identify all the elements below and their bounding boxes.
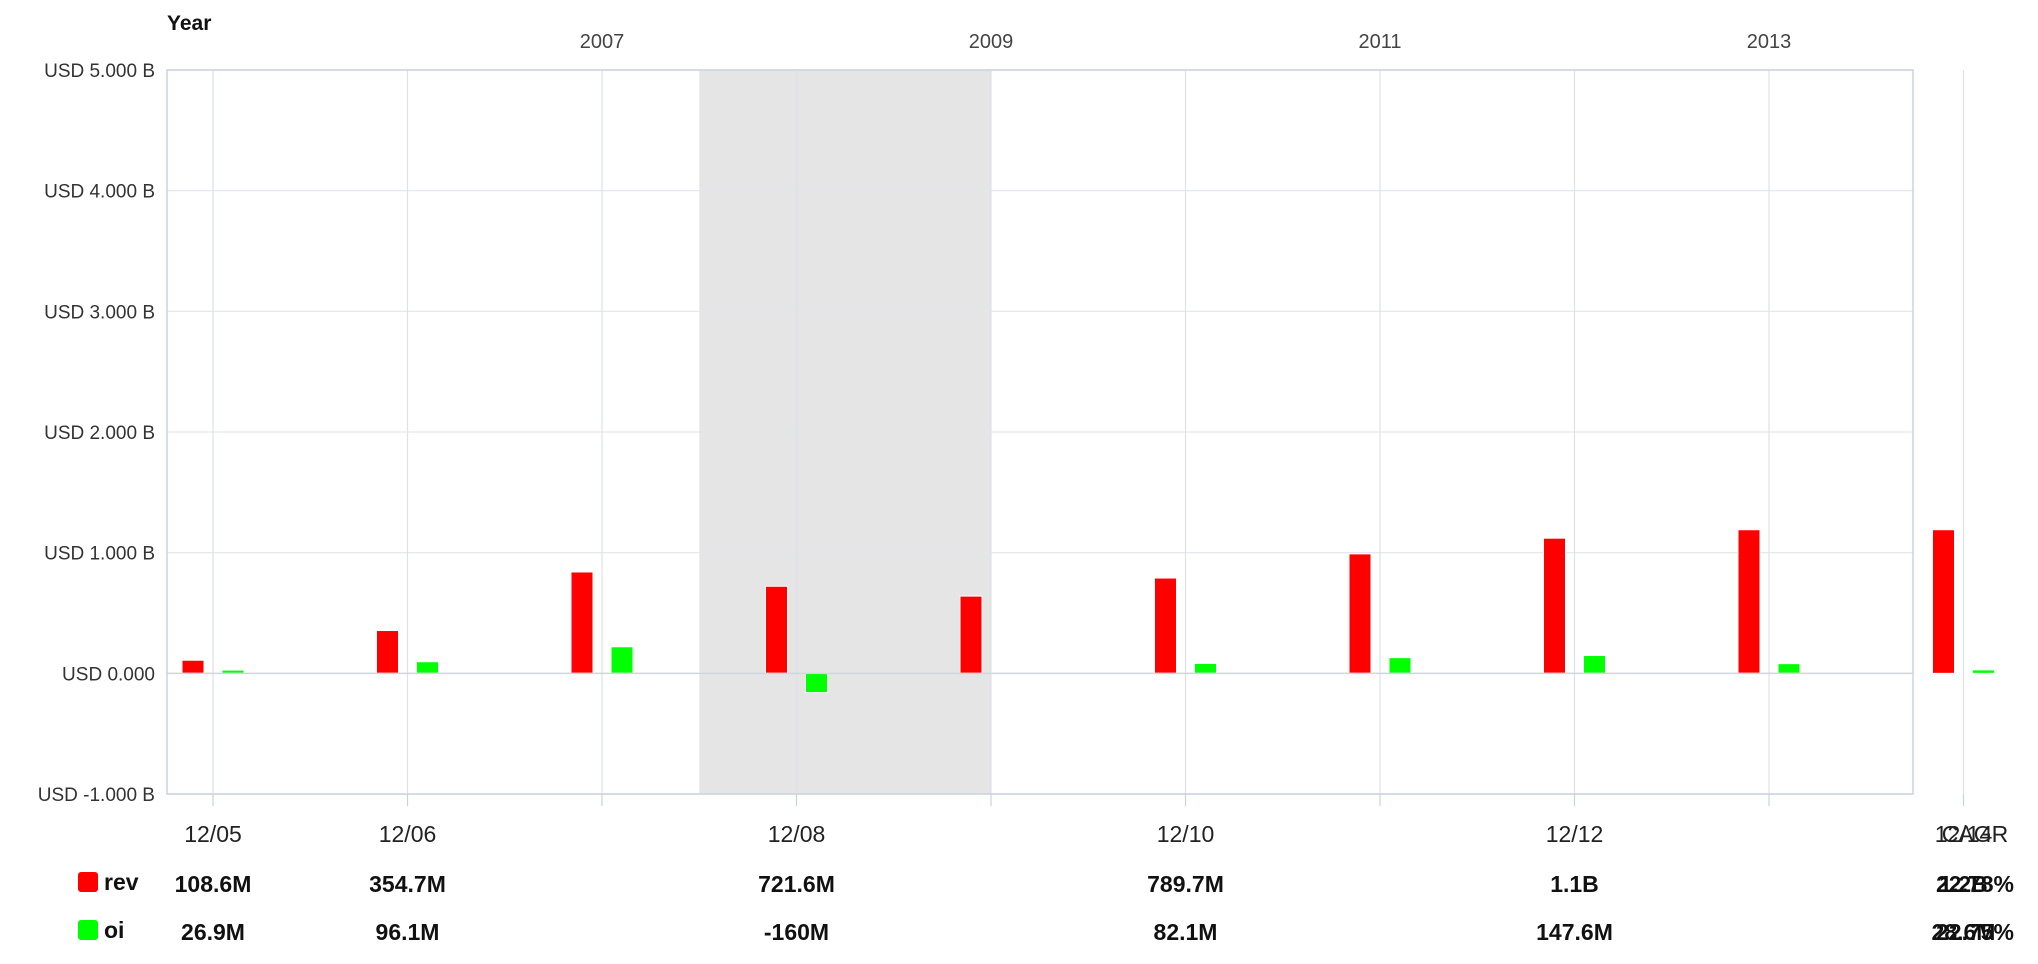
rev-legend-swatch: [78, 872, 98, 892]
top-tick-label: 2007: [580, 31, 625, 53]
oi-cagr-value: 22.75%: [1936, 919, 2014, 945]
y-tick-label: USD 2.000 B: [44, 423, 155, 444]
oi-bar-12-13: [1777, 663, 1801, 674]
x-tick-label: 12/06: [379, 821, 437, 847]
oi-bar-12-12: [1583, 655, 1606, 674]
y-tick-label: USD -1.000 B: [38, 785, 155, 806]
top-year-axis: Year200720092011201320152017201920212022: [167, 12, 1792, 53]
oi-row-value: 96.1M: [376, 919, 440, 945]
rev-bar-12-13: [1737, 529, 1761, 674]
rev-row-value: 721.6M: [758, 871, 835, 897]
x-tick-label: 12/14: [1935, 821, 1993, 847]
oi-bar-12-14: [1972, 669, 1995, 674]
y-tick-label: USD 3.000 B: [44, 302, 155, 323]
rev-bar-12-07: [570, 571, 594, 674]
plot-border: [166, 69, 1914, 795]
grid-lines: [167, 69, 1965, 795]
rev-row-value: 354.7M: [369, 871, 446, 897]
x-tick-label: 12/12: [1546, 821, 1604, 847]
cagr-header: CAGR: [1942, 821, 2008, 847]
oi-row-value: -160M: [764, 919, 829, 945]
rev-row-value: 789.7M: [1147, 871, 1224, 897]
oi-row-value: 147.6M: [1536, 919, 1613, 945]
oi-row-value: 28.6M: [1932, 919, 1996, 945]
rev-bar-12-06: [376, 630, 399, 674]
x-tick-label: 12/10: [1157, 821, 1215, 847]
rev-legend-label: rev: [104, 869, 139, 895]
oi-legend-swatch: [78, 920, 98, 940]
oi-legend-label: oi: [104, 917, 124, 943]
rev-bar-12-05: [181, 659, 205, 674]
rev-bar-12-08: [765, 585, 788, 674]
value-table: rev108.6M354.7M721.6M789.7M1.1B1.2B1.0B1…: [78, 869, 2014, 945]
bars: [181, 529, 1995, 694]
oi-bar-12-10: [1194, 662, 1217, 674]
x-tick-label: 12/05: [184, 821, 242, 847]
x-tick-label: 12/08: [768, 821, 826, 847]
oi-bar-12-08: [805, 672, 828, 694]
oi-bar-12-06: [416, 661, 439, 674]
oi-bar-12-07: [610, 646, 634, 674]
rev-bar-12-14: [1932, 529, 1955, 674]
y-tick-label: USD 0.000: [62, 664, 155, 685]
rev-row-value: 1.1B: [1550, 871, 1599, 897]
top-axis-label: Year: [167, 12, 211, 35]
rev-bar-12-12: [1543, 537, 1566, 674]
oi-row-value: 82.1M: [1154, 919, 1218, 945]
top-tick-label: 2011: [1358, 31, 1401, 53]
x-axis-ticks: 12/0512/0612/0812/1012/1212/1412/1612/18…: [184, 794, 2008, 847]
top-tick-label: 2009: [969, 31, 1014, 53]
rev-row-value: 108.6M: [175, 871, 252, 897]
oi-bar-12-11: [1388, 657, 1412, 674]
rev-bar-12-09: [959, 595, 983, 674]
top-tick-label: 2013: [1747, 31, 1792, 53]
oi-row-value: 26.9M: [181, 919, 245, 945]
rev-bar-12-11: [1348, 553, 1372, 674]
y-tick-label: USD 4.000 B: [44, 182, 155, 203]
rev-cagr-value: 22.78%: [1936, 871, 2014, 897]
y-tick-label: USD 1.000 B: [44, 544, 155, 565]
rev-bar-12-10: [1154, 577, 1177, 674]
rev-row-value: 1.2B: [1939, 871, 1988, 897]
y-axis-ticks: USD 5.000 B USD 4.000 B USD 3.000 B USD 2.0…: [38, 61, 155, 806]
y-tick-label: USD 5.000 B: [44, 61, 155, 82]
